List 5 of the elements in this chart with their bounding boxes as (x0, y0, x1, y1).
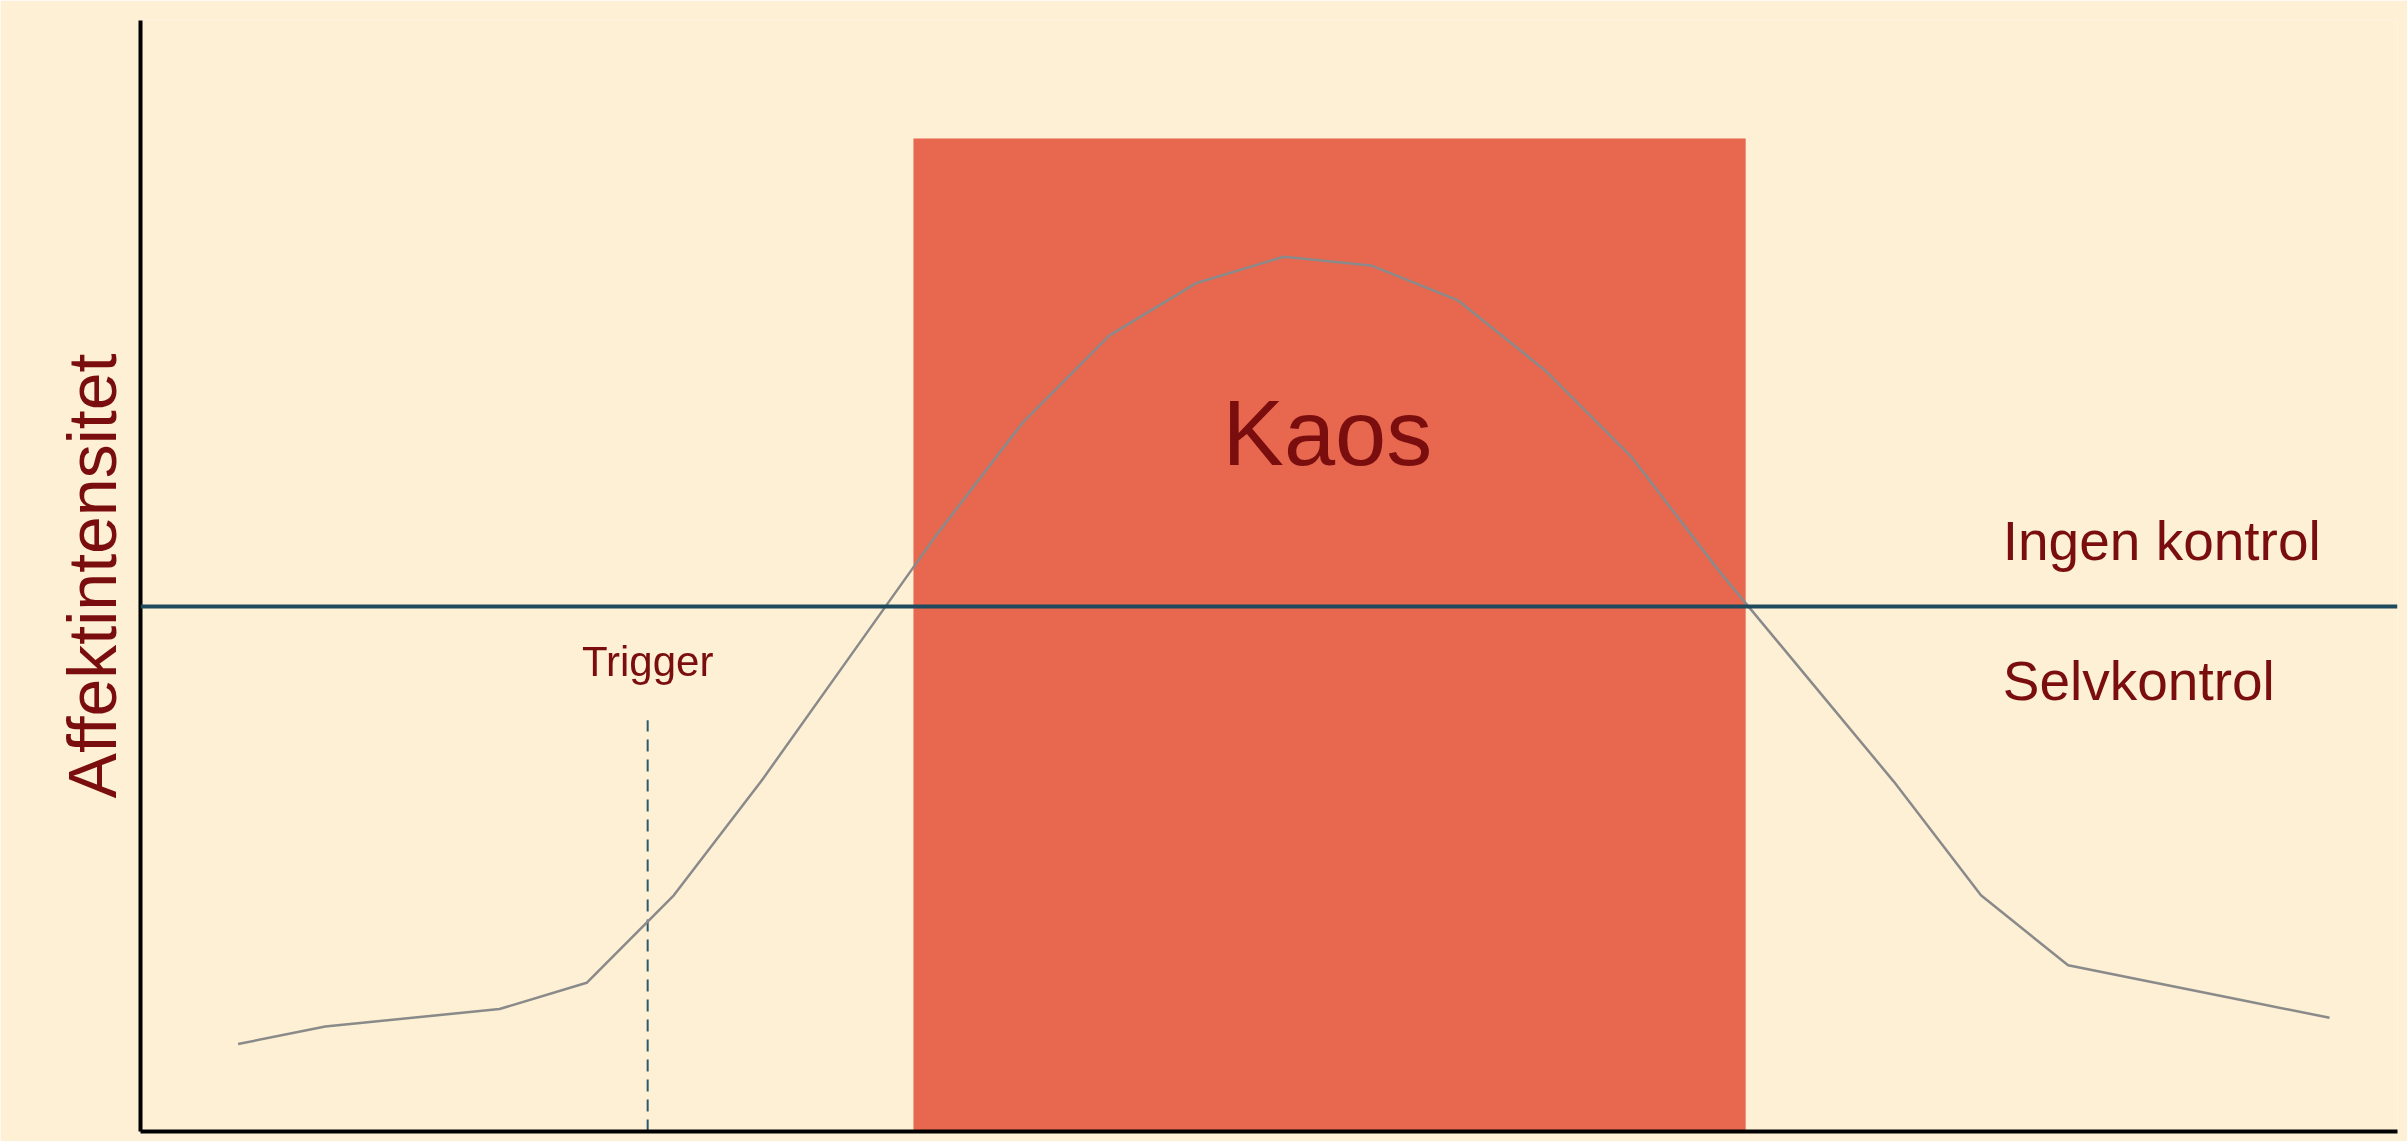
annotation: Trigger (581, 638, 714, 686)
annotation: Kaos (1222, 382, 1433, 485)
ref-line-label: Ingen kontrol (2002, 509, 2321, 572)
y-axis-title: Affektintensitet (53, 353, 130, 799)
annotation: Selvkontrol (2002, 649, 2275, 712)
